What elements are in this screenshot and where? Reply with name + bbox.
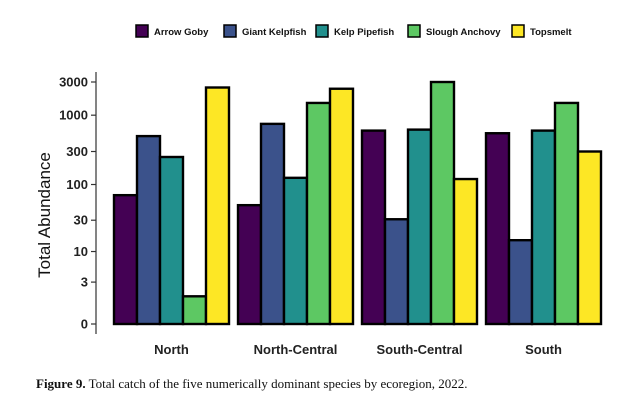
bar-south-topsmelt bbox=[576, 150, 603, 326]
x-label-0: North bbox=[154, 342, 189, 357]
bar-south-arrow-goby bbox=[484, 132, 511, 326]
legend-swatch-2 bbox=[315, 24, 329, 38]
y-axis-label: Total Abundance bbox=[35, 152, 54, 278]
y-tick-label-1: 3 bbox=[81, 275, 88, 290]
y-tick-label-0: 0 bbox=[81, 317, 88, 332]
y-tick-label-3: 30 bbox=[74, 213, 88, 228]
legend-swatch-3 bbox=[407, 24, 421, 38]
y-tick-label-2: 10 bbox=[74, 244, 88, 259]
bar-north-giant-kelpfish bbox=[135, 134, 162, 326]
bar-south-central-giant-kelpfish bbox=[383, 218, 410, 326]
legend-label-1: Giant Kelpfish bbox=[242, 27, 307, 38]
x-label-1: North-Central bbox=[254, 342, 338, 357]
y-tick-label-4: 100 bbox=[66, 177, 88, 192]
bar-south-central-arrow-goby bbox=[360, 129, 387, 326]
bar-north-kelp-pipefish bbox=[158, 155, 185, 326]
legend-swatch-1 bbox=[223, 24, 237, 38]
x-axis-labels: North North-Central South-Central South bbox=[154, 342, 562, 357]
bar-north-topsmelt bbox=[204, 86, 231, 326]
bar-north-slough-anchovy bbox=[181, 295, 208, 326]
bar-south-central-topsmelt bbox=[452, 177, 479, 326]
legend: Arrow Goby Giant Kelpfish Kelp Pipefish Slo… bbox=[135, 24, 572, 38]
legend-label-4: Topsmelt bbox=[530, 27, 572, 38]
y-tick-label-7: 3000 bbox=[59, 75, 88, 90]
bar-north-central-topsmelt bbox=[328, 87, 355, 326]
bar-north-central-giant-kelpfish bbox=[259, 122, 286, 326]
y-tick-label-5: 300 bbox=[66, 144, 88, 159]
bar-south-central-slough-anchovy bbox=[429, 80, 456, 326]
caption-text: Total catch of the five numerically domi… bbox=[85, 376, 468, 391]
bar-north-central-slough-anchovy bbox=[305, 101, 332, 326]
y-axis: 0 3 10 30 100 300 1000 3000 bbox=[59, 72, 97, 334]
x-label-3: South bbox=[525, 342, 562, 357]
legend-swatch-4 bbox=[511, 24, 525, 38]
bar-south-giant-kelpfish bbox=[507, 238, 534, 326]
bar-north-arrow-goby bbox=[112, 193, 139, 326]
figure-caption: Figure 9. Total catch of the five numeri… bbox=[36, 376, 467, 392]
caption-label: Figure 9. bbox=[36, 376, 86, 391]
legend-label-3: Slough Anchovy bbox=[426, 27, 501, 38]
bar-north-central-kelp-pipefish bbox=[282, 176, 309, 326]
legend-label-0: Arrow Goby bbox=[154, 27, 209, 38]
x-label-2: South-Central bbox=[377, 342, 463, 357]
bars bbox=[112, 80, 603, 326]
bar-south-slough-anchovy bbox=[553, 101, 580, 326]
y-tick-label-6: 1000 bbox=[59, 108, 88, 123]
legend-label-2: Kelp Pipefish bbox=[334, 27, 394, 38]
bar-north-central-arrow-goby bbox=[236, 203, 263, 326]
bar-south-central-kelp-pipefish bbox=[406, 128, 433, 326]
legend-swatch-0 bbox=[135, 24, 149, 38]
bar-chart: Arrow Goby Giant Kelpfish Kelp Pipefish Slo… bbox=[35, 24, 603, 357]
bar-south-kelp-pipefish bbox=[530, 129, 557, 326]
